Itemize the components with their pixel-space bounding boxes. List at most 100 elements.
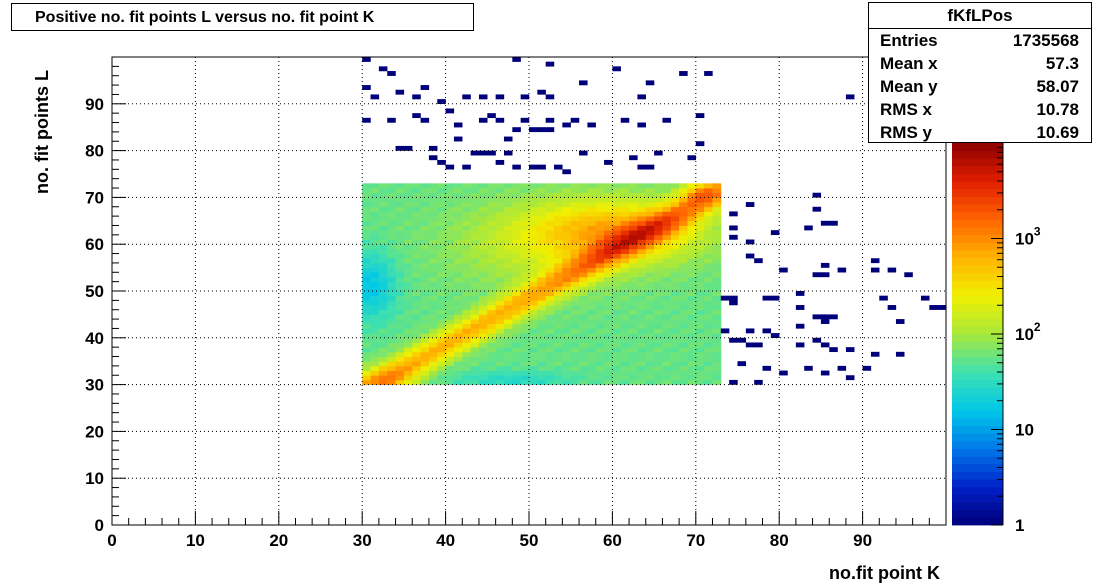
heatmap-cell <box>604 309 613 315</box>
heatmap-cell <box>679 309 688 315</box>
heatmap-cell <box>604 244 613 250</box>
heatmap-cell <box>937 305 947 310</box>
heatmap-cell <box>579 211 588 217</box>
heatmap-cell <box>362 117 371 123</box>
heatmap-cell <box>637 197 647 203</box>
heatmap-cell <box>695 370 705 376</box>
heatmap-cell <box>645 258 655 264</box>
heatmap-cell <box>679 295 688 301</box>
heatmap-cell <box>695 197 705 203</box>
heatmap-cell <box>512 309 522 315</box>
heatmap-cell <box>437 309 446 315</box>
heatmap-cell <box>570 361 580 367</box>
heatmap-cell <box>587 220 597 226</box>
heatmap-cell <box>629 305 638 311</box>
heatmap-cell <box>437 248 446 254</box>
heatmap-cell <box>412 202 421 208</box>
heatmap-cell <box>637 379 647 385</box>
heatmap-cell <box>670 248 680 254</box>
heatmap-cell <box>395 258 405 264</box>
heatmap-cell <box>679 253 688 259</box>
heatmap-cell <box>395 202 405 208</box>
heatmap-cell <box>654 347 663 353</box>
heatmap-cell <box>370 337 380 343</box>
heatmap-cell <box>587 305 597 311</box>
heatmap-cell <box>604 216 613 222</box>
heatmap-cell <box>420 328 430 334</box>
heatmap-cell <box>370 305 380 311</box>
heatmap-cell <box>462 323 472 329</box>
heatmap-cell <box>512 225 522 231</box>
heatmap-cell <box>362 356 371 362</box>
heatmap-cell <box>462 291 472 297</box>
heatmap-cell <box>378 183 388 189</box>
heatmap-cell <box>612 220 622 226</box>
heatmap-cell <box>837 365 847 371</box>
heatmap-cell <box>654 253 663 259</box>
heatmap-cell <box>520 351 530 357</box>
heatmap-cell <box>562 122 571 128</box>
heatmap-cell <box>620 267 630 273</box>
color-scale-band <box>952 181 1003 190</box>
heatmap-cell <box>537 267 547 273</box>
heatmap-cell <box>670 258 680 264</box>
heatmap-cell <box>512 262 522 268</box>
heatmap-cell <box>520 183 530 189</box>
heatmap-cell <box>395 276 405 283</box>
heatmap-cell <box>870 351 880 357</box>
heatmap-cell <box>395 267 405 273</box>
heatmap-cell <box>453 225 463 231</box>
heatmap-cell <box>403 342 413 348</box>
heatmap-cell <box>670 323 680 329</box>
heatmap-cell <box>395 351 405 357</box>
heatmap-cell <box>420 197 430 203</box>
heatmap-cell <box>704 309 713 315</box>
heatmap-cell <box>554 272 563 278</box>
heatmap-cell <box>637 333 647 339</box>
heatmap-cell <box>629 188 638 194</box>
heatmap-cell <box>570 365 580 371</box>
heatmap-cell <box>612 188 622 194</box>
heatmap-cell <box>437 192 446 198</box>
heatmap-cell <box>420 202 430 208</box>
heatmap-cell <box>445 305 455 311</box>
heatmap-cell <box>362 244 371 250</box>
heatmap-cell <box>470 192 480 198</box>
stats-row: RMS y 10.69 <box>869 121 1091 144</box>
heatmap-cell <box>478 305 488 311</box>
heatmap-cell <box>679 365 688 371</box>
heatmap-cell <box>579 351 588 357</box>
heatmap-cell <box>412 272 421 278</box>
heatmap-cell <box>529 211 538 217</box>
heatmap-cell <box>428 183 438 189</box>
heatmap-cell <box>629 370 638 376</box>
heatmap-cell <box>445 276 455 283</box>
heatmap-cell <box>462 267 472 273</box>
heatmap-cell <box>670 328 680 334</box>
heatmap-cell <box>587 300 597 306</box>
heatmap-cell <box>428 267 438 273</box>
heatmap-cell <box>712 225 722 231</box>
heatmap-cell <box>637 300 647 306</box>
heatmap-cell <box>545 211 555 217</box>
heatmap-cell <box>554 239 563 245</box>
heatmap-cell <box>762 328 772 334</box>
heatmap-cell <box>503 234 513 240</box>
heatmap-cell <box>362 57 371 62</box>
heatmap-cell <box>637 253 647 259</box>
heatmap-cell <box>654 309 663 315</box>
heatmap-cell <box>587 351 597 357</box>
heatmap-cell <box>629 347 638 353</box>
heatmap-cell <box>462 370 472 376</box>
heatmap-cell <box>503 211 513 217</box>
heatmap-cell <box>503 356 513 362</box>
heatmap-cell <box>520 295 530 301</box>
heatmap-cell <box>362 258 371 264</box>
heatmap-cell <box>612 206 622 212</box>
heatmap-cell <box>554 291 563 297</box>
heatmap-cell <box>687 351 697 357</box>
y-tick-label: 40 <box>85 329 104 348</box>
heatmap-cell <box>562 305 572 311</box>
heatmap-cell <box>362 337 371 343</box>
